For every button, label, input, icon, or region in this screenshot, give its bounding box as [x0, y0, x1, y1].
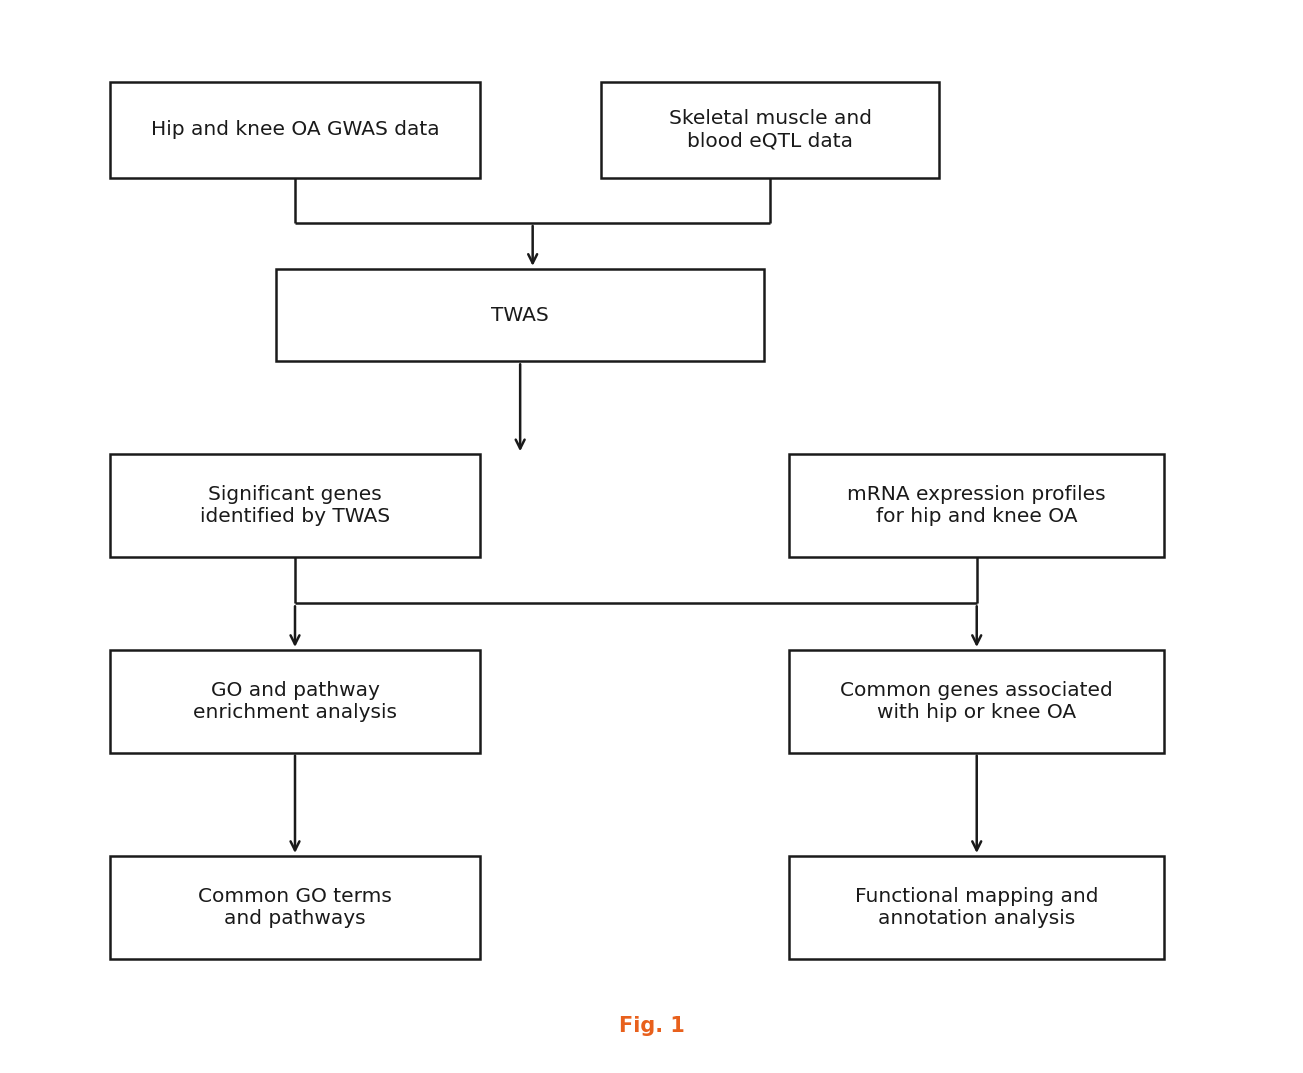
Text: Skeletal muscle and
blood eQTL data: Skeletal muscle and blood eQTL data: [668, 109, 872, 150]
Text: Functional mapping and
annotation analysis: Functional mapping and annotation analys…: [855, 886, 1098, 928]
Text: TWAS: TWAS: [491, 306, 549, 324]
FancyBboxPatch shape: [111, 454, 480, 557]
FancyBboxPatch shape: [790, 454, 1165, 557]
Text: Fig. 1: Fig. 1: [619, 1016, 684, 1035]
Text: Common genes associated
with hip or knee OA: Common genes associated with hip or knee…: [840, 680, 1113, 722]
Text: Common GO terms
and pathways: Common GO terms and pathways: [198, 886, 392, 928]
FancyBboxPatch shape: [111, 82, 480, 177]
FancyBboxPatch shape: [790, 856, 1165, 959]
Text: Significant genes
identified by TWAS: Significant genes identified by TWAS: [199, 485, 390, 526]
Text: mRNA expression profiles
for hip and knee OA: mRNA expression profiles for hip and kne…: [847, 485, 1106, 526]
FancyBboxPatch shape: [111, 650, 480, 753]
Text: GO and pathway
enrichment analysis: GO and pathway enrichment analysis: [193, 680, 397, 722]
FancyBboxPatch shape: [276, 268, 764, 362]
FancyBboxPatch shape: [111, 856, 480, 959]
FancyBboxPatch shape: [602, 82, 939, 177]
FancyBboxPatch shape: [790, 650, 1165, 753]
Text: Hip and knee OA GWAS data: Hip and knee OA GWAS data: [151, 120, 439, 139]
